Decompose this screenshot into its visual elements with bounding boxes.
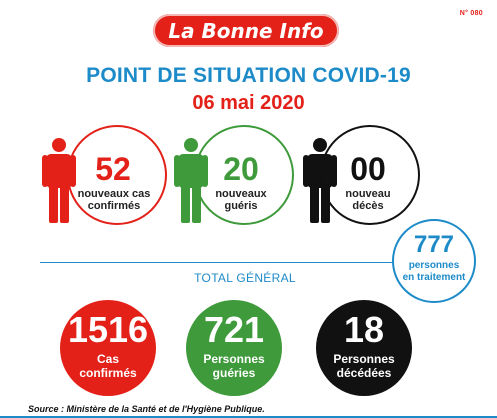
daily-deaths-label: nouveau décès xyxy=(324,188,412,212)
total-cases-label-line2: confirmés xyxy=(79,366,137,381)
daily-cases-label-line1: nouveaux cas xyxy=(77,188,151,200)
total-recovered-value: 721 xyxy=(203,309,265,350)
daily-deaths-label-line1: nouveau xyxy=(345,188,391,200)
daily-cases-label-line2: confirmés xyxy=(87,200,141,213)
total-deaths-label-line2: décédées xyxy=(336,366,392,381)
daily-recovered-label-line1: nouveaux xyxy=(215,188,267,200)
daily-deaths-ring xyxy=(320,125,420,225)
daily-recovered-label-line2: guéris xyxy=(224,200,258,213)
report-date: 06 mai 2020 xyxy=(192,92,305,114)
issue-number: N° 080 xyxy=(459,10,483,17)
daily-recovered-ring xyxy=(194,125,294,225)
brand-badge: La Bonne Info xyxy=(153,14,339,47)
daily-deaths-value: 00 xyxy=(350,151,386,187)
total-recovered-label-line1: Personnes xyxy=(203,352,265,366)
daily-recovered-value: 20 xyxy=(223,151,259,187)
daily-cases-value: 52 xyxy=(95,151,131,187)
in-treatment-value: 777 xyxy=(413,231,455,258)
total-cases-label-line1: Cas xyxy=(96,352,119,366)
daily-deaths-label-line2: décès xyxy=(352,200,384,213)
total-deaths-circle: 18 Personnes décédées xyxy=(316,300,412,396)
total-cases-circle: 1516 Cas confirmés xyxy=(60,300,156,396)
daily-cases-ring xyxy=(67,125,167,225)
total-deaths-value: 18 xyxy=(343,309,385,350)
total-deaths-label-line1: Personnes xyxy=(333,352,395,366)
in-treatment-label-line1: personnes xyxy=(408,260,460,271)
total-cases-value: 1516 xyxy=(67,309,149,350)
in-treatment-label: personnes en traitement xyxy=(394,260,474,283)
source-note: Source : Ministère de la Santé et de l'H… xyxy=(28,404,265,414)
in-treatment-label-line2: en traitement xyxy=(402,271,466,283)
total-cases-label: Cas confirmés xyxy=(60,352,156,381)
daily-recovered-label: nouveaux guéris xyxy=(196,188,286,212)
total-recovered-label: Personnes guéries xyxy=(186,352,282,381)
total-recovered-circle: 721 Personnes guéries xyxy=(186,300,282,396)
total-deaths-label: Personnes décédées xyxy=(316,352,412,381)
bottom-strip xyxy=(0,416,497,418)
divider-left xyxy=(40,262,400,263)
total-recovered-label-line2: guéries xyxy=(212,366,256,381)
total-title: TOTAL GÉNÉRAL xyxy=(194,271,296,285)
report-title: POINT DE SITUATION COVID-19 xyxy=(86,64,411,87)
in-treatment-circle: 777 personnes en traitement xyxy=(392,219,476,303)
daily-cases-label: nouveaux cas confirmés xyxy=(68,188,160,212)
brand-text: La Bonne Info xyxy=(168,18,324,43)
